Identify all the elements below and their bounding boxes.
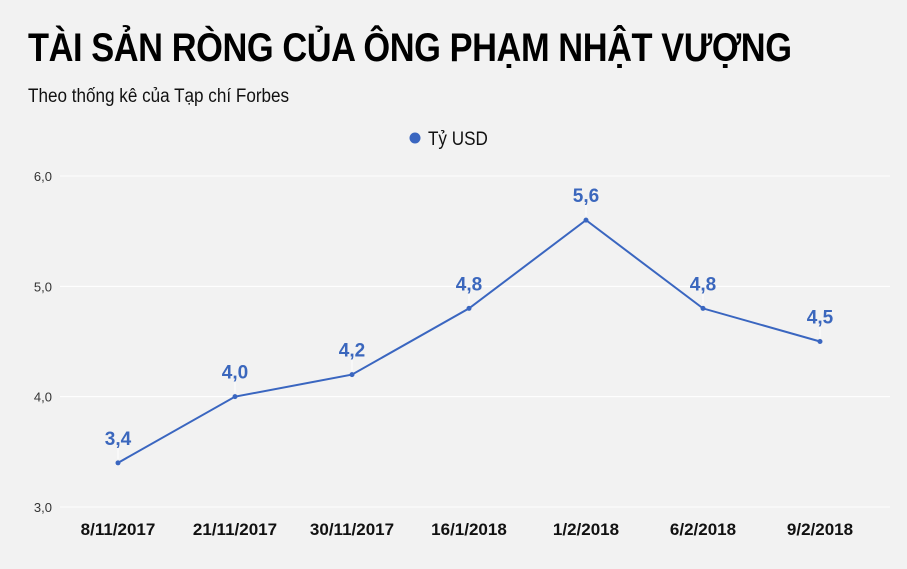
x-tick-label: 1/2/2018 (553, 520, 619, 539)
chart-subtitle: Theo thống kê của Tạp chí Forbes (28, 86, 290, 107)
legend-label: Tỷ USD (428, 128, 488, 149)
legend-marker (409, 132, 421, 144)
x-tick-label: 9/2/2018 (787, 520, 853, 539)
data-point (115, 460, 121, 466)
x-tick-label: 30/11/2017 (310, 520, 394, 539)
data-label: 4,8 (456, 274, 482, 295)
data-point (817, 339, 823, 344)
data-point (232, 394, 238, 400)
x-tick-label: 8/11/2017 (81, 520, 156, 539)
data-label: 4,2 (339, 341, 365, 362)
chart-title: TÀI SẢN RÒNG CỦA ÔNG PHẠM NHẬT VƯỢNG (28, 26, 792, 70)
data-label: 4,5 (807, 308, 834, 329)
data-point (349, 372, 355, 378)
x-tick-label: 6/2/2018 (670, 520, 736, 539)
x-tick-label: 21/11/2017 (193, 520, 277, 539)
y-tick-label: 6,0 (34, 169, 52, 184)
y-tick-label: 4,0 (34, 390, 52, 405)
data-point (583, 217, 589, 223)
series-line (117, 218, 821, 464)
data-label: 5,6 (573, 186, 599, 207)
data-label: 4,0 (222, 363, 248, 384)
y-tick-label: 5,0 (34, 279, 52, 294)
data-label: 4,8 (690, 274, 716, 295)
data-label: 3,4 (105, 429, 132, 450)
data-point (466, 305, 472, 311)
data-point (700, 305, 706, 311)
y-tick-label: 3,0 (34, 500, 52, 515)
x-tick-label: 16/1/2018 (431, 520, 507, 539)
